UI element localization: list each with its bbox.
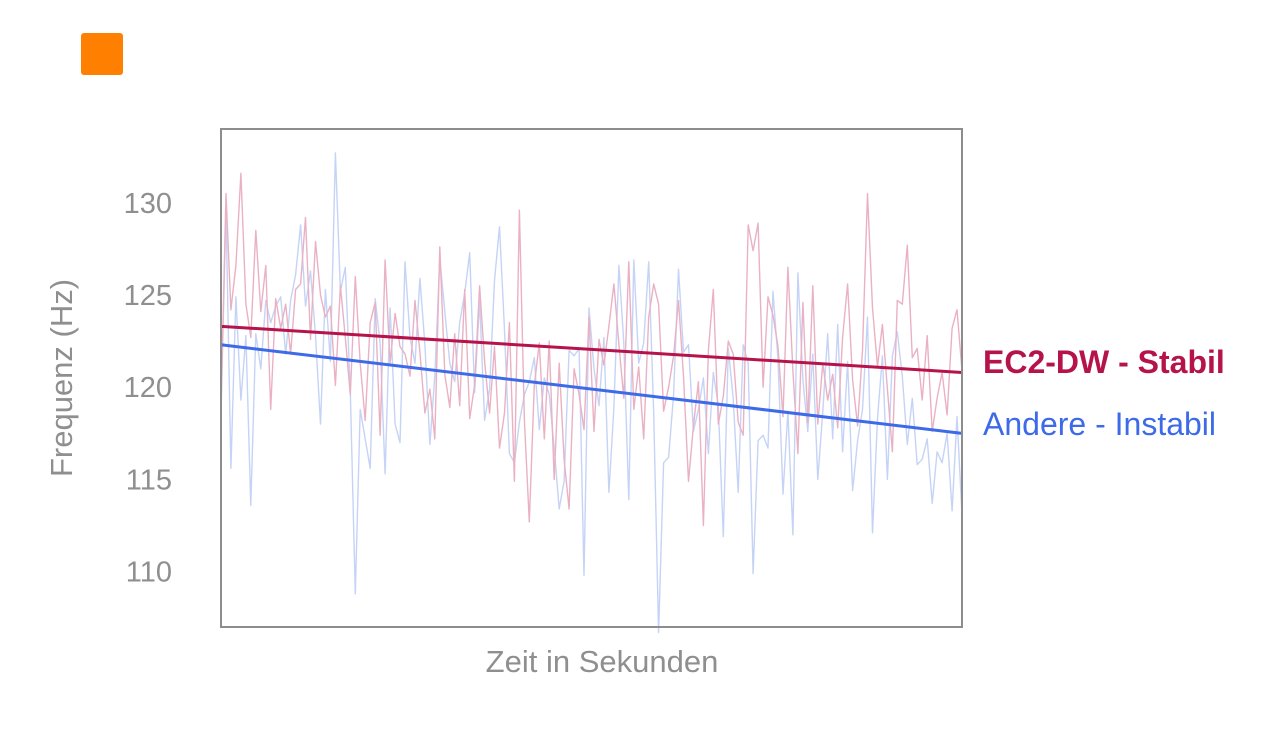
y-axis-ticks: 130 125 120 115 110: [124, 188, 172, 589]
series-line-stabil: [220, 172, 963, 527]
y-axis-label: Frequenz (Hz): [44, 279, 79, 477]
legend-label-unstable: Andere - Instabil: [983, 406, 1216, 442]
x-axis-label: Zeit in Sekunden: [486, 644, 719, 679]
series-line-instabil: [220, 152, 963, 634]
y-tick-label-130: 130: [124, 188, 172, 220]
logo-mark: [81, 33, 123, 75]
y-tick-label-120: 120: [124, 372, 172, 404]
y-tick-label-110: 110: [126, 557, 172, 589]
trend-line-instabil: [220, 343, 963, 435]
raw-series-group: [220, 152, 963, 634]
plot-border: [220, 128, 963, 628]
legend-label-stable: EC2-DW - Stabil: [983, 344, 1225, 380]
trend-line-stabil: [220, 324, 963, 374]
y-tick-label-115: 115: [126, 464, 172, 496]
trend-lines-group: [220, 324, 963, 435]
y-tick-label-125: 125: [124, 280, 172, 312]
